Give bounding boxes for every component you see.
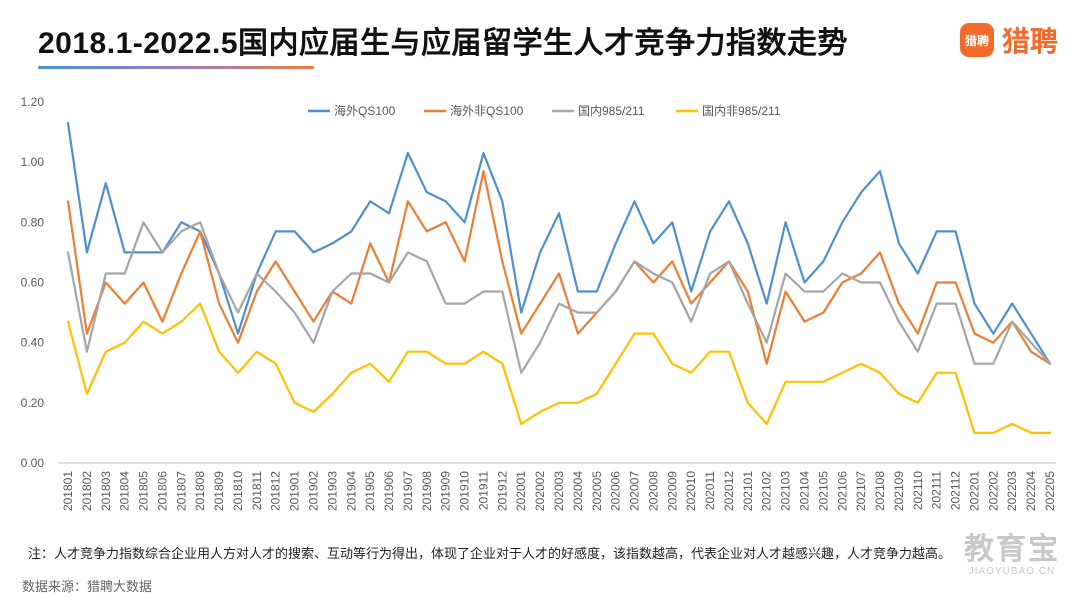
x-tick-label: 202005 [590, 471, 604, 511]
line-chart: 0.00 0.20 0.40 0.60 0.80 1.00 1.20 201801 201802… [21, 95, 1057, 511]
x-tick-label: 202006 [609, 471, 623, 511]
brand-icon: 猎聘 [959, 23, 994, 57]
x-tick-label: 202107 [854, 471, 868, 511]
x-tick-label: 201804 [118, 471, 132, 511]
x-tick-label: 202104 [798, 471, 812, 511]
x-tick-label: 201805 [137, 471, 151, 511]
y-tick-label: 0.20 [21, 396, 45, 410]
x-tick-label: 201912 [495, 471, 509, 511]
data-source: 数据来源：猎聘大数据 [22, 579, 153, 594]
x-tick-label: 201910 [458, 471, 472, 511]
y-tick-label: 0.40 [21, 336, 45, 350]
watermark-main: 教育宝 [964, 533, 1060, 566]
x-tick-label: 202004 [571, 471, 585, 511]
x-tick-label: 202203 [1005, 471, 1019, 511]
footnote: 注：人才竞争力指数综合企业用人方对人才的搜索、互动等行为得出，体现了企业对于人才… [28, 546, 952, 561]
y-tick-label: 0.80 [21, 215, 45, 229]
x-tick-label: 202008 [646, 471, 660, 511]
x-tick-label: 201803 [99, 471, 113, 511]
x-tick-label: 201902 [307, 471, 321, 511]
series-line [66, 170, 1052, 365]
x-tick-label: 202101 [741, 471, 755, 511]
brand-name: 猎聘 [1001, 26, 1058, 57]
x-tick-label: 201908 [420, 471, 434, 511]
series-line [66, 302, 1052, 434]
watermark: 教育宝 JIAOYUBAO.CN [964, 533, 1060, 578]
x-tick-label: 201808 [193, 471, 207, 511]
x-tick-label: 201807 [174, 471, 188, 511]
x-tick-label: 202102 [760, 471, 774, 511]
x-tick-label: 202002 [533, 471, 547, 511]
x-tick-label: 201907 [401, 471, 415, 511]
x-tick-label: 202106 [835, 471, 849, 511]
y-tick-label: 1.00 [21, 155, 45, 169]
x-tick-label: 202201 [967, 471, 981, 511]
x-tick-label: 201809 [212, 471, 226, 511]
legend-label: 国内非985/211 [702, 104, 781, 118]
x-tick-label: 202012 [722, 471, 736, 511]
x-tick-label: 202010 [684, 471, 698, 511]
series-line [66, 221, 1052, 374]
x-tick-label: 201905 [363, 471, 377, 511]
x-tick-label: 201903 [325, 471, 339, 511]
x-tick-label: 201811 [250, 471, 264, 510]
legend-label: 海外非QS100 [450, 103, 524, 118]
x-tick-label: 201812 [269, 471, 283, 511]
x-tick-label: 202204 [1024, 471, 1038, 511]
x-tick-label: 201911 [476, 471, 490, 510]
legend-label: 国内985/211 [578, 104, 645, 118]
x-tick-label: 202111 [930, 471, 944, 510]
x-tick-label: 201906 [382, 471, 396, 511]
x-tick-label: 202202 [986, 471, 1000, 511]
x-tick-label: 201901 [288, 471, 302, 511]
x-tick-label: 202109 [892, 471, 906, 511]
x-tick-label: 202110 [911, 471, 925, 510]
x-tick-label: 201802 [80, 471, 94, 511]
y-tick-label: 0.60 [21, 276, 45, 290]
watermark-sub: JIAOYUBAO.CN [968, 566, 1056, 577]
series-line [66, 121, 1052, 365]
x-tick-label: 202007 [628, 471, 642, 511]
y-tick-label: 1.20 [21, 95, 45, 109]
title-underline [38, 66, 314, 69]
brand-logo: 猎聘 猎聘 [959, 20, 1058, 60]
x-tick-label: 202003 [552, 471, 566, 511]
x-tick-label: 202105 [816, 471, 830, 511]
x-tick-label: 202001 [514, 471, 528, 511]
x-tick-label: 202108 [873, 471, 887, 511]
y-tick-label: 0.00 [21, 456, 45, 470]
x-tick-label: 201806 [155, 471, 169, 511]
x-tick-label: 201801 [61, 471, 75, 511]
page-title: 2018.1-2022.5国内应届生与应届留学生人才竞争力指数走势 [38, 27, 849, 60]
x-tick-label: 202112 [949, 471, 963, 510]
x-tick-label: 201904 [344, 471, 358, 511]
x-tick-label: 202011 [703, 471, 717, 510]
x-tick-label: 202205 [1043, 471, 1057, 511]
x-tick-label: 201810 [231, 471, 245, 511]
x-tick-label: 201909 [439, 471, 453, 511]
legend-label: 海外QS100 [334, 103, 396, 118]
x-tick-label: 202009 [665, 471, 679, 511]
x-tick-label: 202103 [779, 471, 793, 511]
